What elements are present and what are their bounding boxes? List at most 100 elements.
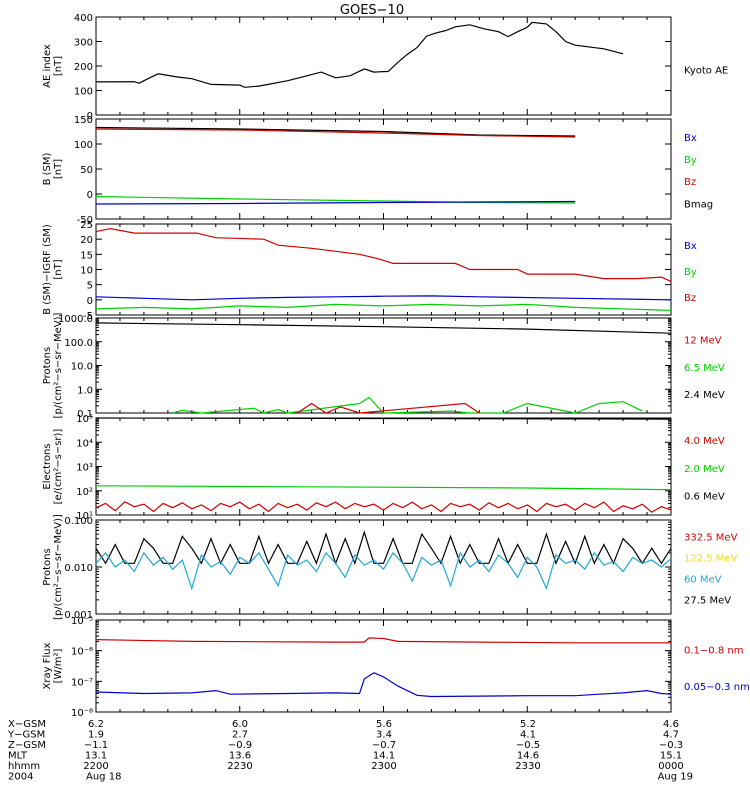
panel-protons_low-frame: [95, 317, 672, 414]
y-tick-label-protons_high: 0.100: [64, 516, 93, 527]
panel-electrons-frame: [95, 417, 672, 516]
footer-value: 6.0: [232, 719, 248, 730]
y-tick-label-b_sm: 100: [74, 140, 93, 151]
footer-value: 2230: [227, 761, 252, 772]
y-axis-label-b_sm: B (SM): [42, 152, 53, 185]
panel-protons_high-frame: [95, 519, 672, 615]
y-axis-label-ae_index: [nT]: [53, 56, 64, 76]
legend-entry-b_minus_igrf: Bx: [684, 241, 697, 252]
series-line-protons_low-1: [172, 396, 643, 414]
footer-value: −0.7: [372, 740, 396, 751]
y-axis-label-b_sm: [nT]: [53, 159, 64, 179]
panel-b_minus_igrf-frame: [95, 223, 672, 316]
y-tick-label-ae_index: 0: [87, 111, 93, 122]
panel-ae_index-frame: [95, 16, 672, 116]
legend-entry-electrons: 2.0 MeV: [684, 464, 725, 475]
footer-value: −0.5: [516, 740, 540, 751]
legend-entry-protons_high: 332.5 MeV: [684, 533, 738, 544]
figure-title: GOES−10: [340, 3, 404, 18]
legend-entry-protons_low: 2.4 MeV: [684, 390, 725, 401]
series-line-xray-0: [95, 637, 671, 644]
footer-value: 0000: [658, 761, 683, 772]
y-tick-label-xray: 10⁻⁶: [71, 647, 93, 658]
y-tick-label-ae_index: 300: [74, 38, 93, 49]
series-line-b_sm-3: [95, 200, 576, 205]
footer-value: Aug 19: [658, 772, 693, 783]
y-tick-label-b_minus_igrf: 10: [80, 266, 93, 277]
footer-value: 1.9: [88, 730, 104, 741]
footer-value: 15.1: [660, 751, 682, 762]
footer-value: 4.1: [520, 730, 536, 741]
y-tick-label-protons_high: 0.001: [64, 610, 93, 621]
y-tick-label-b_sm: 150: [74, 115, 93, 126]
y-tick-label-b_sm: 50: [80, 165, 93, 176]
series-line-b_minus_igrf-0: [95, 227, 672, 283]
legend-entry-protons_high: 27.5 MeV: [684, 595, 731, 606]
y-tick-label-b_minus_igrf: 25: [80, 220, 93, 231]
series-line-b_sm-2: [95, 195, 576, 204]
footer-value: 5.2: [520, 719, 536, 730]
footer-value: 2.7: [232, 730, 248, 741]
y-axis-label-ae_index: AE index: [42, 44, 53, 88]
footer-value: 4.6: [663, 719, 679, 730]
footer-value: 2330: [515, 761, 540, 772]
footer-value: Aug 18: [86, 772, 121, 783]
y-tick-label-electrons: 10²: [76, 487, 93, 498]
footer-value: −1.1: [84, 740, 108, 751]
series-line-protons_high-1: [95, 551, 672, 591]
y-tick-label-protons_low: 1000.0: [58, 314, 93, 325]
series-line-electrons-1: [95, 485, 672, 491]
legend-entry-b_sm: Bx: [684, 133, 697, 144]
legend-entry-ae_index: Kyoto AE: [684, 65, 728, 76]
legend-entry-xray: 0.05−0.3 nm: [684, 682, 750, 693]
legend-entry-b_minus_igrf: By: [684, 267, 697, 278]
y-tick-label-b_minus_igrf: 15: [80, 250, 93, 261]
series-line-b_minus_igrf-1: [95, 295, 672, 301]
footer-row-label: Y−GSM: [7, 730, 45, 741]
y-tick-label-xray: 10⁻⁷: [71, 677, 93, 688]
y-tick-label-electrons: 10³: [76, 463, 93, 474]
y-tick-label-xray: 10⁻⁸: [71, 708, 93, 719]
y-axis-label-b_minus_igrf: [nT]: [53, 259, 64, 279]
y-tick-label-ae_index: 100: [74, 87, 93, 98]
footer-value: 13.1: [85, 751, 107, 762]
y-tick-label-b_minus_igrf: 0: [87, 296, 93, 307]
y-axis-label-xray: Xray Flux: [42, 642, 53, 689]
series-line-electrons-2: [95, 501, 672, 513]
y-tick-label-ae_index: 200: [74, 62, 93, 73]
y-tick-label-b_minus_igrf: 20: [80, 235, 93, 246]
series-line-xray-1: [95, 672, 672, 698]
legend-entry-b_sm: Bz: [684, 177, 696, 188]
y-tick-label-electrons: 10⁴: [76, 438, 93, 449]
y-tick-label-protons_high: 0.010: [64, 563, 93, 574]
footer-value: 4.7: [663, 730, 679, 741]
footer-value: 14.6: [517, 751, 539, 762]
footer-value: 6.2: [88, 719, 104, 730]
series-line-protons_low-0: [95, 322, 672, 334]
y-tick-label-b_minus_igrf: 5: [87, 281, 93, 292]
y-axis-label-protons_low: [p/(cm²−s−sr−MeV)]: [53, 312, 64, 418]
y-axis-label-protons_high: [p/(cm²−s−sr−MeV)]: [53, 514, 64, 620]
footer-row-label: Z−GSM: [8, 740, 46, 751]
y-axis-label-b_minus_igrf: B (SM)−IGRF (SM): [42, 224, 53, 315]
footer-value: 13.6: [229, 751, 251, 762]
y-tick-label-b_sm: -50: [77, 215, 93, 226]
y-axis-label-xray: [W/m²]: [53, 648, 64, 683]
y-axis-label-electrons: [e/(cm²−s−sr)]: [53, 429, 64, 505]
footer-row-label: MLT: [8, 751, 28, 762]
y-tick-label-electrons: 10¹: [76, 511, 93, 522]
footer-value: −0.9: [228, 740, 252, 751]
y-tick-label-protons_low: 1.0: [77, 385, 93, 396]
series-line-protons_low-2: [296, 402, 480, 414]
series-line-ae_index-0: [95, 21, 624, 88]
footer-row-label: hhmm: [8, 761, 40, 772]
legend-entry-protons_high: 122.5 MeV: [684, 554, 738, 565]
y-tick-label-protons_low: 10.0: [71, 362, 93, 373]
legend-entry-electrons: 0.6 MeV: [684, 492, 725, 503]
legend-entry-electrons: 4.0 MeV: [684, 436, 725, 447]
series-line-b_sm-1: [95, 128, 576, 138]
footer-value: 5.6: [376, 719, 392, 730]
series-line-b_minus_igrf-2: [95, 303, 672, 311]
